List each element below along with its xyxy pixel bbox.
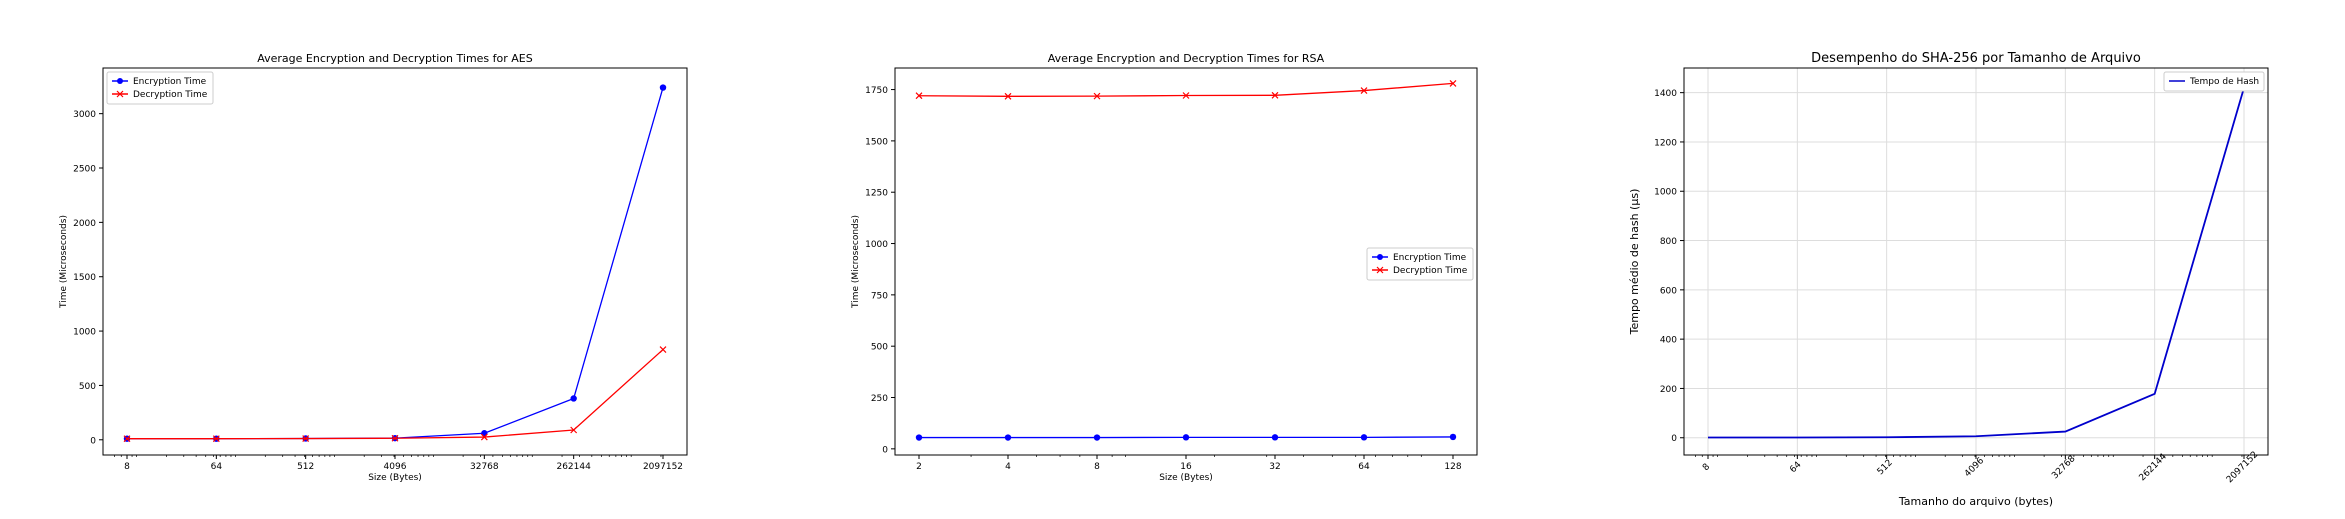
- y-tick-label: 1250: [865, 189, 888, 199]
- legend-label: Decryption Time: [133, 90, 208, 100]
- axes-frame: [102, 67, 688, 456]
- x-tick-label: 2097152: [643, 462, 683, 472]
- y-tick-label: 500: [871, 343, 888, 353]
- x-tick-label: 128: [1444, 462, 1461, 472]
- x-tick-label: 64: [1358, 462, 1370, 472]
- data-point: [1182, 92, 1190, 99]
- x-tick-label: 32768: [2050, 454, 2078, 482]
- data-point: [212, 435, 220, 443]
- y-tick-label: 1400: [1654, 89, 1677, 99]
- chart-title: Desempenho do SHA-256 por Tamanho de Arq…: [1811, 51, 2141, 66]
- y-axis-label: Time (Microseconds): [59, 215, 69, 309]
- x-tick-label: 32768: [470, 462, 499, 472]
- legend-box: [2163, 71, 2265, 92]
- data-point: [1271, 91, 1279, 99]
- series-line-2: [918, 82, 1454, 97]
- y-tick-label: 800: [1660, 237, 1677, 247]
- legend-label: Tempo de Hash: [2189, 77, 2259, 87]
- series-line-1: [127, 87, 664, 440]
- y-tick-label: 1500: [73, 273, 96, 283]
- chart-2: 0 250 500 750 1000 1250 1500 1750 2 4 8 16 32 64 128 Av…: [851, 52, 1478, 483]
- y-axis-label: Time (Microseconds): [851, 215, 861, 309]
- legend-marker: [1377, 254, 1383, 260]
- x-tick-label: 4: [1005, 462, 1011, 472]
- data-point: [480, 433, 488, 441]
- data-point: [1004, 92, 1012, 100]
- data-point: [1093, 92, 1101, 100]
- data-point: [659, 346, 667, 353]
- data-point: [1004, 434, 1012, 441]
- data-point: [1271, 434, 1279, 441]
- series-line-1: [1708, 87, 2245, 439]
- y-tick-label: 1000: [1654, 188, 1677, 198]
- data-point: [570, 426, 578, 434]
- x-tick-label: 8: [1701, 462, 1712, 473]
- y-tick-label: 500: [79, 382, 96, 392]
- data-point: [1182, 434, 1190, 441]
- x-tick-label: 262144: [556, 462, 591, 472]
- y-axis-label: Tempo médio de hash (µs): [1628, 189, 1641, 336]
- x-tick-label: 4096: [1963, 456, 1986, 479]
- data-point: [915, 434, 923, 441]
- y-tick-label: 1500: [865, 137, 888, 147]
- y-tick-label: 600: [1660, 286, 1677, 296]
- chart-title: Average Encryption and Decryption Times …: [257, 52, 533, 65]
- x-tick-label: 4096: [384, 462, 407, 472]
- legend-label: Decryption Time: [1393, 266, 1468, 276]
- x-tick-label: 512: [1876, 458, 1895, 477]
- legend-label: Encryption Time: [1393, 253, 1467, 263]
- legend-label: Encryption Time: [133, 77, 207, 87]
- legend-marker: [116, 90, 124, 98]
- x-tick-label: 16: [1180, 462, 1192, 472]
- legend-marker: [1376, 266, 1384, 274]
- y-tick-label: 0: [882, 445, 888, 455]
- data-point: [1449, 79, 1457, 87]
- data-point: [123, 435, 131, 443]
- data-point: [915, 92, 923, 100]
- x-tick-label: 64: [211, 462, 223, 472]
- y-tick-label: 2500: [73, 165, 96, 175]
- chart-1: 0 500 1000 1500 2000 2500 3000 8 64 512 4096 32768 2…: [59, 52, 688, 483]
- chart-title: Average Encryption and Decryption Times …: [1048, 52, 1325, 65]
- x-axis-label: Tamanho do arquivo (bytes): [1898, 495, 2053, 508]
- y-tick-label: 1200: [1654, 138, 1677, 148]
- y-tick-label: 2000: [73, 219, 96, 229]
- x-tick-label: 64: [1788, 460, 1803, 475]
- y-tick-label: 3000: [73, 110, 96, 120]
- x-tick-label: 262144: [2138, 452, 2170, 484]
- y-tick-label: 750: [871, 291, 888, 301]
- legend-box: [1366, 247, 1474, 281]
- legend-marker: [117, 78, 123, 84]
- x-tick-label: 2: [916, 462, 922, 472]
- data-point: [391, 434, 399, 442]
- y-tick-label: 0: [1671, 434, 1677, 444]
- x-tick-label: 32: [1269, 462, 1280, 472]
- y-tick-label: 1000: [865, 240, 888, 250]
- y-tick-label: 1750: [865, 86, 888, 96]
- x-axis-label: Size (Bytes): [368, 473, 422, 483]
- chart-3: 0 200 400 600 800 1000 1200 1400 8 64 512 4096 32768…: [1628, 51, 2269, 508]
- x-axis-label: Size (Bytes): [1159, 473, 1213, 483]
- series-line-2: [127, 349, 664, 440]
- legend-box: [106, 71, 214, 105]
- y-tick-label: 200: [1660, 385, 1677, 395]
- x-tick-label: 512: [297, 462, 314, 472]
- data-point: [570, 395, 577, 402]
- y-tick-label: 250: [871, 394, 888, 404]
- y-tick-label: 400: [1660, 336, 1677, 346]
- y-tick-label: 0: [90, 436, 96, 446]
- x-tick-label: 8: [124, 462, 130, 472]
- x-tick-label: 8: [1094, 462, 1100, 472]
- data-point: [1360, 87, 1368, 95]
- data-point: [659, 84, 667, 91]
- data-point: [302, 435, 310, 443]
- y-tick-label: 1000: [73, 328, 96, 338]
- data-point: [1449, 433, 1457, 441]
- data-point: [1093, 434, 1101, 441]
- data-point: [1360, 434, 1368, 441]
